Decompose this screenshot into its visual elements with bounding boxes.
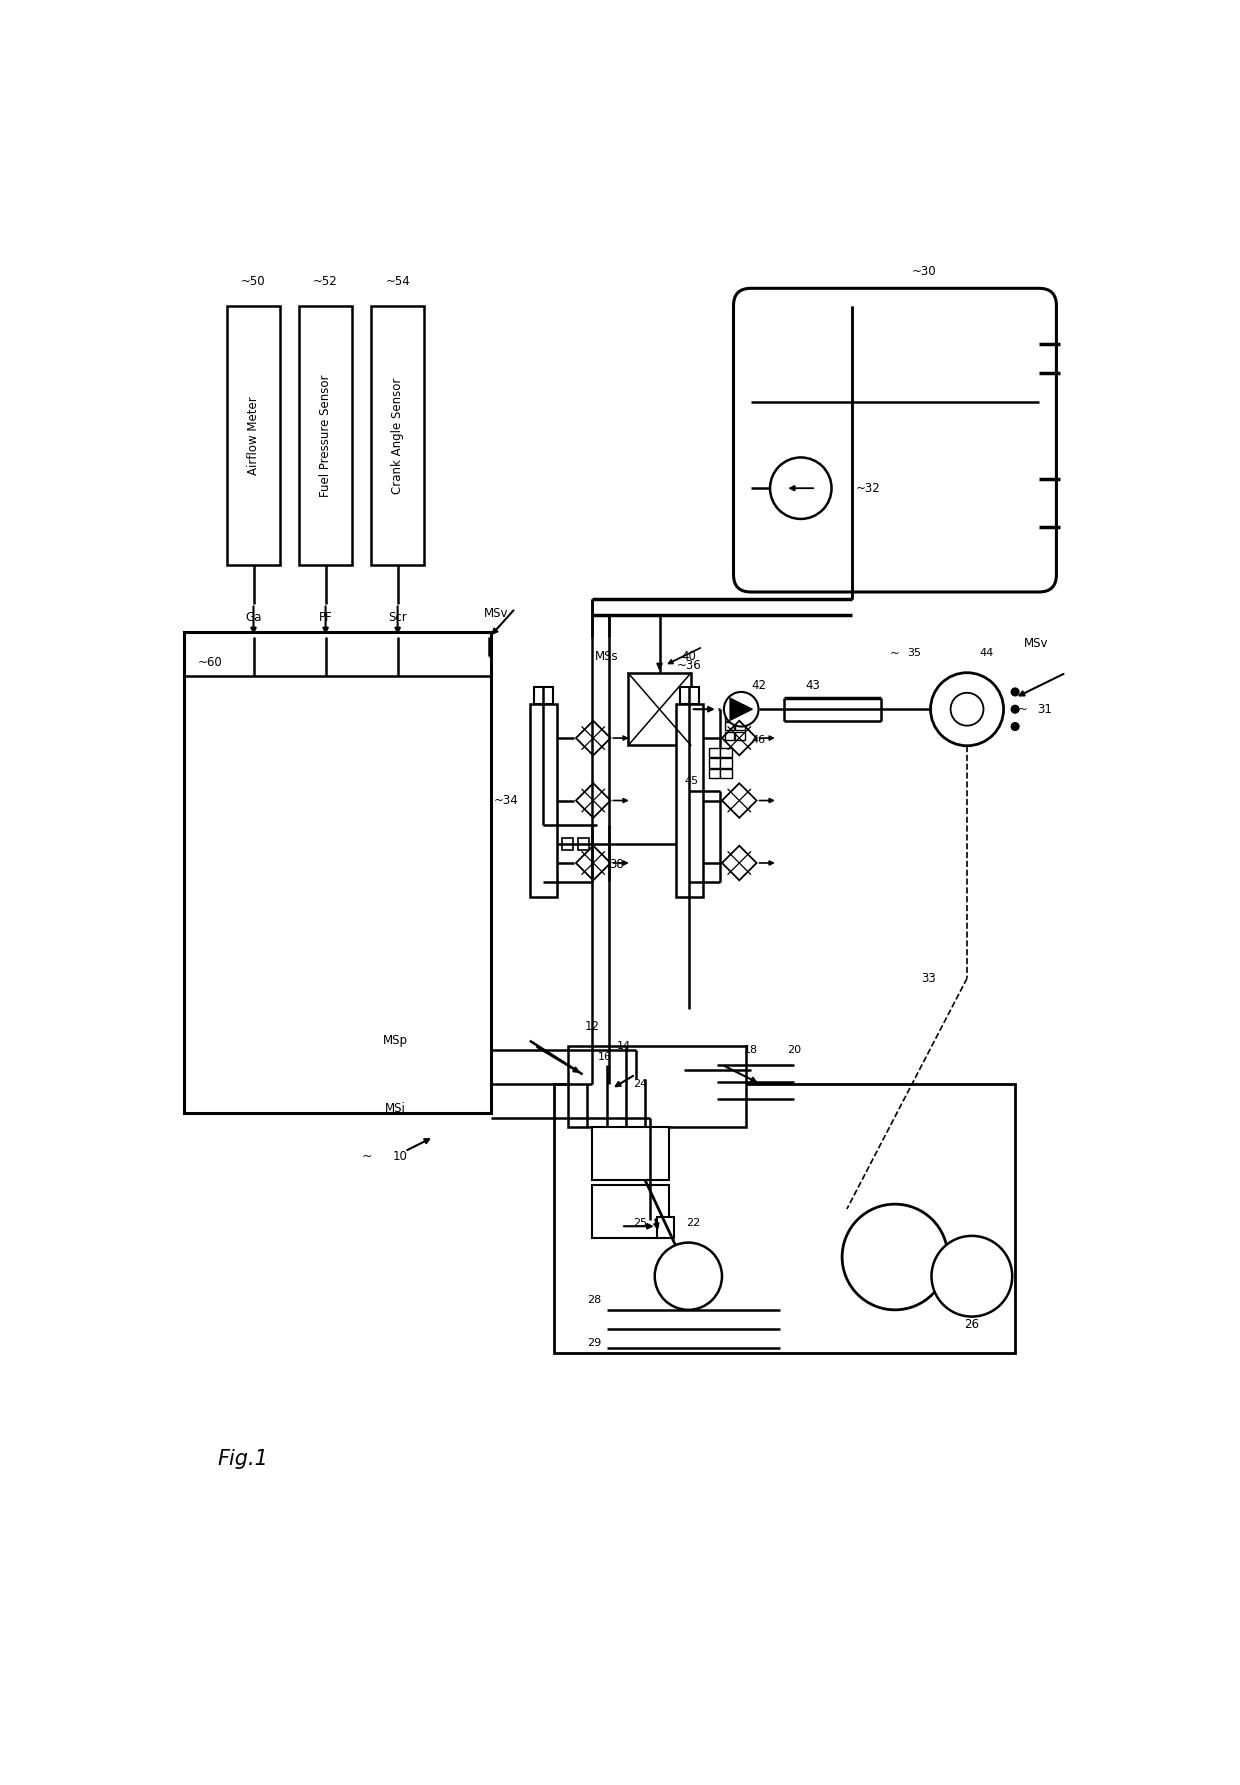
Text: MSv: MSv [484,607,508,619]
Text: PF: PF [319,612,332,625]
Bar [657,1217,675,1237]
Text: ~: ~ [890,646,900,660]
Bar [708,759,720,768]
Text: ~32: ~32 [856,482,880,494]
Bar [720,769,732,778]
Circle shape [842,1205,947,1310]
Circle shape [1012,705,1019,712]
Text: 29: 29 [588,1339,601,1348]
Text: 35: 35 [908,648,921,659]
Text: 45: 45 [684,776,698,787]
Circle shape [724,693,759,726]
Bar [708,748,720,757]
Text: 25: 25 [634,1219,647,1228]
Text: 38: 38 [609,859,624,871]
Text: 24: 24 [634,1078,647,1089]
Text: Scr: Scr [388,612,407,625]
Text: ~30: ~30 [911,266,936,278]
Bar [227,305,280,566]
Text: ~36: ~36 [677,659,702,673]
Circle shape [1012,687,1019,696]
Bar [629,673,691,746]
Bar [725,723,734,730]
Text: 14: 14 [618,1041,631,1051]
Circle shape [931,1235,1012,1317]
Text: 40: 40 [681,650,696,662]
Text: Fuel Pressure Sensor: Fuel Pressure Sensor [319,375,332,496]
Bar [568,1046,746,1128]
Bar [720,759,732,768]
Text: 20: 20 [787,1046,801,1055]
Circle shape [930,673,1003,746]
Text: 10: 10 [393,1150,408,1162]
Bar [593,1185,670,1237]
Bar [562,837,573,850]
Text: 42: 42 [751,678,766,693]
Bar [725,732,734,741]
Text: MSv: MSv [1024,637,1049,650]
Bar [299,305,352,566]
Bar [529,705,557,896]
Bar [593,1128,670,1180]
FancyBboxPatch shape [734,289,1056,593]
Bar [735,712,745,721]
Text: MSi: MSi [384,1101,405,1114]
Bar [676,705,703,896]
Text: MSp: MSp [383,1034,408,1048]
Bar [578,837,589,850]
Text: ~52: ~52 [314,275,339,287]
Polygon shape [730,698,753,721]
Circle shape [655,1242,722,1310]
Text: 33: 33 [921,971,936,985]
Circle shape [1012,723,1019,730]
Text: ~: ~ [1018,703,1028,716]
Text: 18: 18 [744,1046,758,1055]
Text: ~: ~ [361,1150,372,1162]
Bar [735,723,745,730]
Bar [184,632,491,1112]
Text: ~60: ~60 [198,657,223,669]
Circle shape [770,457,832,519]
Text: ~34: ~34 [494,794,518,807]
Text: Crank Angle Sensor: Crank Angle Sensor [391,377,404,493]
Bar [720,748,732,757]
Circle shape [951,693,983,726]
Text: 28: 28 [588,1296,601,1305]
Bar [533,687,553,705]
Text: 43: 43 [806,678,821,693]
Text: MSs: MSs [595,650,619,662]
Text: ~54: ~54 [386,275,410,287]
Text: Ga: Ga [246,612,262,625]
Text: Airflow Meter: Airflow Meter [247,396,260,475]
Text: 22: 22 [686,1219,701,1228]
Text: 46: 46 [751,735,765,744]
Bar [554,1083,1016,1353]
Text: 16: 16 [598,1051,611,1062]
Bar [735,732,745,741]
Bar [708,769,720,778]
Bar [680,687,699,705]
Text: Fig.1: Fig.1 [217,1449,268,1469]
Text: 26: 26 [965,1317,980,1332]
Bar [725,712,734,721]
Text: 44: 44 [980,648,993,659]
Text: ~50: ~50 [242,275,265,287]
Text: 12: 12 [585,1019,600,1034]
Text: 31: 31 [1037,703,1052,716]
Bar [371,305,424,566]
